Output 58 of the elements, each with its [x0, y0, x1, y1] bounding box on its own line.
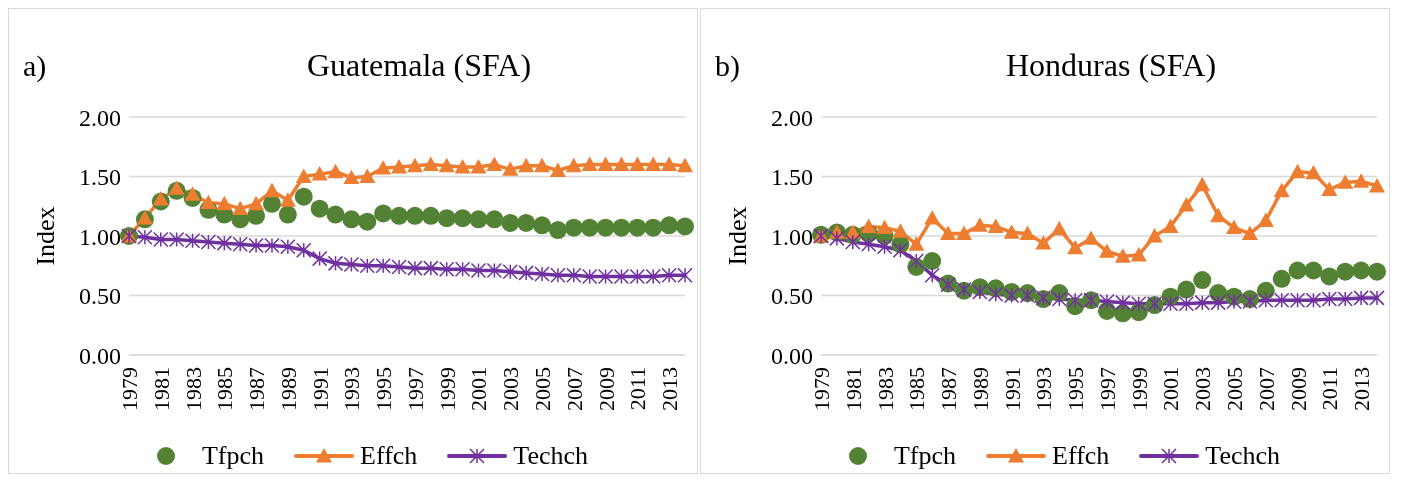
y-axis-title: Index [723, 206, 753, 266]
legend-label: Tfpch [893, 441, 957, 471]
x-tick-label: 2013 [1349, 367, 1375, 411]
x-tick-label: 1991 [999, 367, 1025, 411]
legend-label: Effch [360, 441, 418, 471]
x-tick-label: 2005 [530, 367, 556, 411]
text: b) [715, 49, 740, 83]
x-tick-label: 1989 [275, 367, 301, 411]
y-tick-label: 1.00 [79, 223, 121, 250]
x-tick-label: 1981 [840, 367, 866, 411]
text: a) [23, 49, 47, 83]
x-tick-label: 1981 [148, 367, 174, 411]
y-tick-label: 0.00 [771, 342, 813, 369]
y-tick-label: 2.00 [79, 104, 121, 131]
x-tick-label: 1995 [1063, 367, 1089, 411]
x-tick-label: 1979 [117, 367, 142, 411]
legend-label: Tfpch [201, 441, 265, 471]
x-tick-label: 1985 [212, 367, 238, 411]
x-tick-label: 1997 [1094, 367, 1120, 411]
x-tick-label: 2001 [1158, 367, 1184, 411]
y-tick-label: 0.50 [771, 283, 813, 310]
x-tick-label: 1997 [402, 367, 428, 411]
chart-title: Guatemala (SFA) [305, 47, 533, 84]
y-tick-label: 1.50 [771, 164, 813, 191]
x-tick-label: 2005 [1222, 367, 1248, 411]
x-tick-label: 1983 [180, 367, 206, 411]
x-tick-label: 1993 [1031, 367, 1057, 411]
legend-label: Techch [513, 441, 589, 471]
y-tick-label: 1.00 [771, 223, 813, 250]
x-tick-label: 1999 [1126, 367, 1152, 411]
x-tick-label: 1993 [339, 367, 365, 411]
x-tick-label: 1987 [936, 367, 962, 411]
x-tick-label: 1979 [809, 367, 834, 411]
y-axis-title: Index [31, 206, 61, 266]
y-tick-label: 2.00 [771, 104, 813, 131]
chart-title: Honduras (SFA) [1004, 47, 1218, 84]
x-tick-label: 1987 [244, 367, 270, 411]
y-tick-label: 1.50 [79, 164, 121, 191]
x-tick-label: 2007 [1253, 367, 1279, 411]
x-tick-label: 2009 [1285, 367, 1311, 411]
x-tick-label: 1995 [371, 367, 397, 411]
x-tick-label: 2007 [561, 367, 587, 411]
x-tick-label: 1983 [872, 367, 898, 411]
x-tick-label: 2013 [657, 367, 683, 411]
x-tick-label: 1989 [967, 367, 993, 411]
x-tick-label: 1985 [904, 367, 930, 411]
x-tick-label: 1991 [307, 367, 333, 411]
x-tick-label: 2001 [466, 367, 492, 411]
x-tick-label: 1999 [434, 367, 460, 411]
legend-label: Techch [1205, 441, 1281, 471]
x-tick-label: 2003 [1190, 367, 1216, 411]
x-tick-label: 2011 [1317, 367, 1343, 411]
x-tick-label: 2003 [498, 367, 524, 411]
y-tick-label: 0.50 [79, 283, 121, 310]
y-tick-label: 0.00 [79, 342, 121, 369]
legend-label: Effch [1052, 441, 1110, 471]
x-tick-label: 2009 [593, 367, 619, 411]
x-tick-label: 2011 [625, 367, 651, 411]
